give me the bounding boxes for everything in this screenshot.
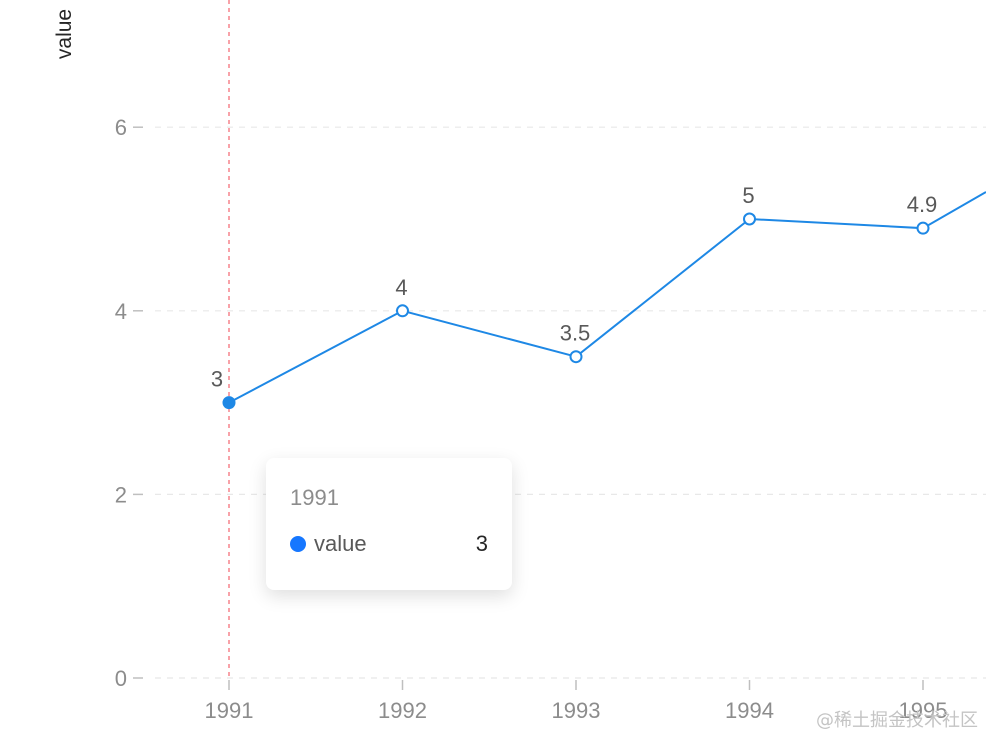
y-axis-title: value [53, 9, 76, 59]
tooltip-series-value: 3 [475, 531, 488, 556]
tooltip-row: value 3 [290, 530, 488, 558]
data-point [743, 212, 756, 226]
tooltip-series-name: value [314, 531, 367, 556]
data-label: 5 [742, 183, 754, 208]
y-tick-label: 4 [115, 299, 127, 324]
tooltip: 1991 value 3 [266, 458, 512, 590]
y-tick-label: 2 [115, 482, 127, 507]
data-label: 4 [395, 275, 407, 300]
data-label: 3.5 [560, 321, 591, 346]
y-tick-label: 6 [115, 115, 127, 140]
x-tick-label: 1995 [899, 698, 948, 723]
grid-lines [155, 126, 986, 679]
x-tick-label: 1991 [205, 698, 254, 723]
tooltip-title: 1991 [290, 485, 339, 510]
data-point [569, 350, 583, 364]
data-label: 3 [211, 367, 223, 392]
series-layer [222, 191, 986, 410]
tooltip-marker-icon [290, 536, 306, 552]
x-tick-label: 1992 [378, 698, 427, 723]
y-tick-label: 0 [115, 666, 127, 691]
watermark: @稀土掘金技术社区 [816, 710, 978, 731]
x-tick-label: 1994 [725, 698, 774, 723]
data-point-active [222, 396, 236, 410]
data-labels: 3 4 3.5 5 4.9 [211, 183, 937, 392]
series-line [228, 191, 986, 404]
x-tick-label: 1993 [552, 698, 601, 723]
axes: 0 2 4 6 1991 1992 1993 1994 1995 [115, 115, 948, 723]
data-label: 4.9 [907, 192, 938, 217]
data-point [916, 221, 930, 235]
data-point [396, 304, 409, 318]
